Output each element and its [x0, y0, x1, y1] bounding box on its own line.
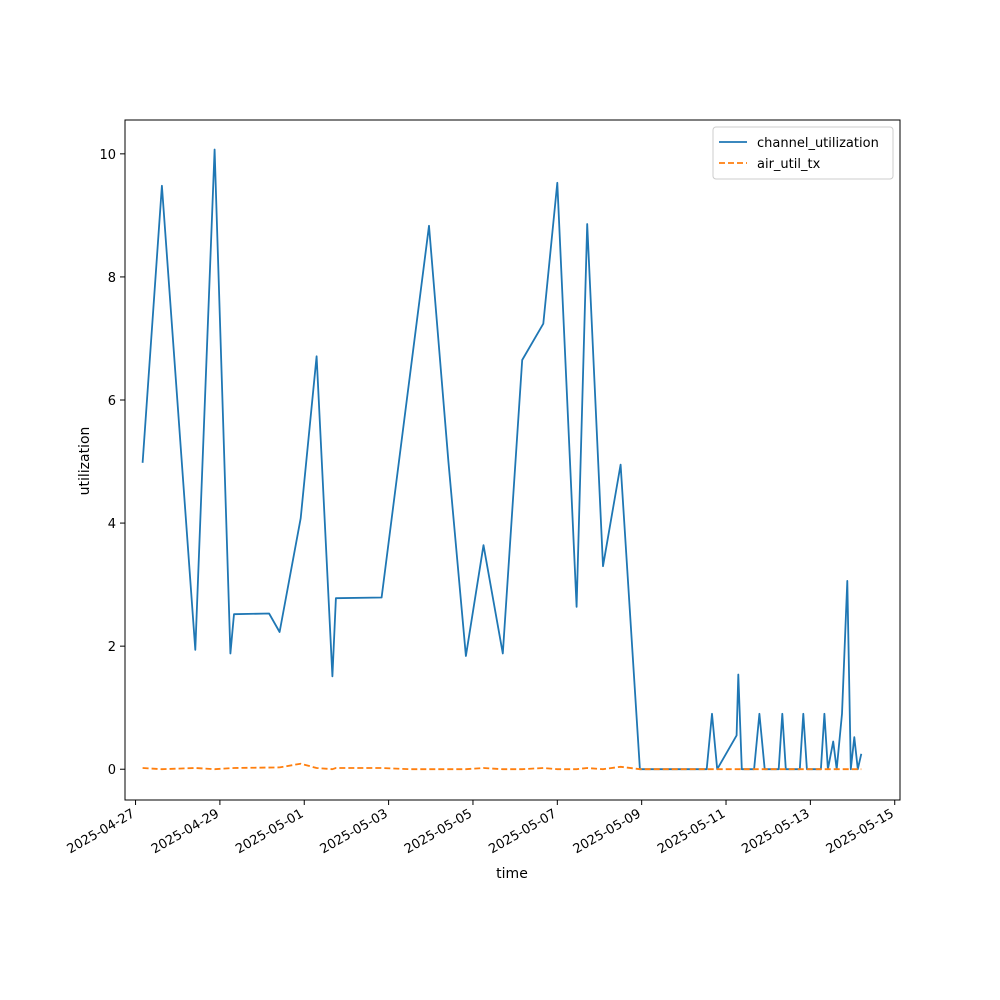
y-tick-label: 8	[108, 271, 116, 286]
y-tick-label: 10	[99, 148, 116, 163]
y-tick-label: 6	[108, 394, 116, 409]
series-layer	[141, 148, 863, 771]
y-tick-label: 0	[108, 763, 116, 778]
y-tick-label: 2	[108, 640, 116, 655]
y-tick-label: 4	[108, 517, 116, 532]
legend-box	[712, 126, 894, 180]
plot-frame	[124, 119, 901, 801]
plot-area	[125, 120, 900, 800]
legend: channel_utilization air_util_tx	[712, 126, 894, 180]
y-axis-label: utilization	[77, 427, 93, 496]
legend-label-channel_utilization: channel_utilization	[757, 136, 879, 151]
legend-label-air_util_tx: air_util_tx	[757, 157, 821, 172]
y-axis: 0 2 4 6 8 10	[99, 148, 125, 778]
x-axis-label: time	[496, 866, 528, 882]
